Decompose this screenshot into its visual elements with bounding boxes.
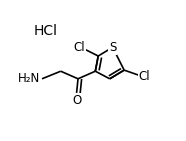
Text: O: O (72, 94, 81, 107)
Text: Cl: Cl (74, 41, 85, 54)
Text: Cl: Cl (139, 70, 150, 83)
Text: S: S (109, 41, 116, 54)
Text: H₂N: H₂N (18, 72, 41, 85)
Text: HCl: HCl (33, 24, 57, 38)
